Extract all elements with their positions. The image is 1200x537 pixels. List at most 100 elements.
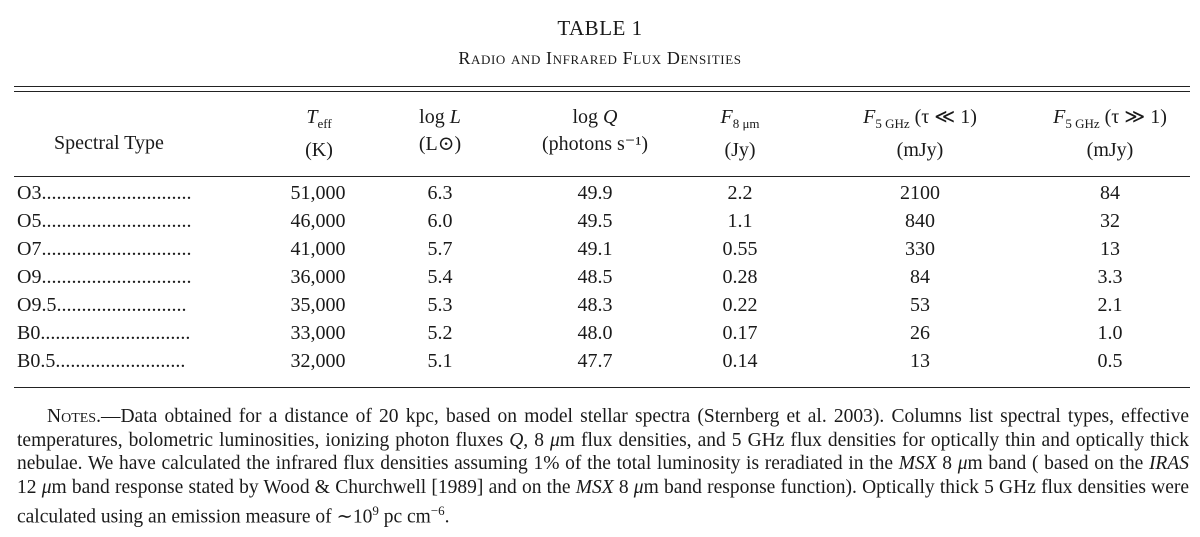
cell-f8: 2.2 <box>727 182 753 204</box>
cell-logl: 6.0 <box>427 210 453 232</box>
cell-logq: 47.7 <box>577 350 613 372</box>
table-row: O7.............................. 41,000 … <box>0 238 1200 266</box>
cell-teff: 51,000 <box>290 182 346 204</box>
table-number: TABLE 1 <box>557 16 643 40</box>
f5-thick-unit: (mJy) <box>1086 139 1134 161</box>
f5-thick-subscript: 5 GHz <box>1065 116 1100 131</box>
f5-thin-subscript: 5 GHz <box>875 116 910 131</box>
table-title: Radio and Infrared Flux Densities <box>458 48 742 68</box>
header-logl: log L (L⊙) <box>395 104 485 158</box>
notes-mu-symbol: μ <box>957 453 968 475</box>
cell-f5-thin: 13 <box>910 350 930 372</box>
cell-f5-thin: 26 <box>910 322 930 344</box>
cell-f8: 0.17 <box>722 322 758 344</box>
cell-logq: 48.3 <box>577 294 613 316</box>
cell-logl: 5.2 <box>427 322 453 344</box>
cell-logq: 48.5 <box>577 266 613 288</box>
cell-teff: 41,000 <box>290 238 346 260</box>
notes-text: , 8 <box>523 429 550 451</box>
f5-thin-condition: (τ ≪ 1) <box>909 106 977 128</box>
cell-logq: 48.0 <box>577 322 613 344</box>
notes-exponent: −6 <box>430 503 445 519</box>
cell-f5-thick: 0.5 <box>1097 350 1123 372</box>
table-row: O9.5.......................... 35,000 5.… <box>0 294 1200 322</box>
cell-f5-thick: 32 <box>1100 210 1120 232</box>
cell-f8: 0.55 <box>722 238 758 260</box>
f8-symbol: F <box>720 106 733 128</box>
notes-text: m band response stated by Wood & Churchw… <box>51 476 576 498</box>
notes-dash: — <box>100 406 121 427</box>
logl-prefix: log <box>419 106 450 128</box>
cell-f5-thick: 2.1 <box>1097 294 1123 316</box>
notes-exponent: 9 <box>372 503 379 519</box>
cell-f5-thin: 330 <box>905 238 935 260</box>
cell-spectral-type: B0.............................. <box>17 322 191 344</box>
logl-symbol: L <box>449 106 461 128</box>
cell-f8: 0.14 <box>722 350 758 372</box>
cell-logl: 5.4 <box>427 266 453 288</box>
cell-spectral-type: O7.............................. <box>17 238 192 260</box>
notes-mu-symbol: μ <box>633 476 644 498</box>
notes-text: m flux densities, and 5 GHz flux densiti… <box>17 429 1189 475</box>
table-row: O3.............................. 51,000 … <box>0 182 1200 210</box>
table-row: B0.............................. 33,000 … <box>0 322 1200 350</box>
f5-thick-symbol: F <box>1053 106 1066 128</box>
header-f5-thin: F5 GHz (τ ≪ 1) (mJy) <box>830 104 1010 164</box>
notes-text: . <box>444 506 450 528</box>
cell-f5-thin: 2100 <box>900 182 940 204</box>
cell-f5-thin: 84 <box>910 266 930 288</box>
notes-text: 8 <box>936 453 958 475</box>
cell-spectral-type: O9.5.......................... <box>17 294 187 316</box>
header-teff: Teff (K) <box>276 104 362 164</box>
cell-logq: 49.9 <box>577 182 613 204</box>
header-logq: log Q (photons s⁻¹) <box>520 104 670 158</box>
logq-symbol: Q <box>603 106 618 128</box>
table-row: B0.5.......................... 32,000 5.… <box>0 350 1200 378</box>
cell-f8: 0.22 <box>722 294 758 316</box>
cell-f8: 0.28 <box>722 266 758 288</box>
cell-logl: 5.1 <box>427 350 453 372</box>
top-rule-2 <box>14 91 1190 92</box>
cell-spectral-type: O3.............................. <box>17 182 192 204</box>
notes-msx: MSX <box>898 453 937 475</box>
f5-thin-symbol: F <box>863 106 876 128</box>
table-row: O5.............................. 46,000 … <box>0 210 1200 238</box>
cell-teff: 33,000 <box>290 322 346 344</box>
cell-teff: 46,000 <box>290 210 346 232</box>
logq-unit: (photons s⁻¹) <box>542 133 648 155</box>
cell-teff: 35,000 <box>290 294 346 316</box>
notes-q-symbol: Q <box>509 429 524 451</box>
cell-f5-thick: 1.0 <box>1097 322 1123 344</box>
header-f5-thick: F5 GHz (τ ≫ 1) (mJy) <box>1020 104 1200 164</box>
notes-text: m band response function). Optically thi… <box>17 476 1190 528</box>
cell-spectral-type: O9.............................. <box>17 266 192 288</box>
cell-teff: 36,000 <box>290 266 346 288</box>
teff-unit: (K) <box>305 139 333 161</box>
notes-text: pc cm <box>378 506 431 528</box>
f8-subscript: 8 μm <box>732 116 760 131</box>
cell-f5-thin: 840 <box>905 210 935 232</box>
top-rule-1 <box>14 86 1190 87</box>
header-f8: F8 μm (Jy) <box>700 104 780 164</box>
notes-text: 8 <box>613 476 634 498</box>
table-row: O9.............................. 36,000 … <box>0 266 1200 294</box>
cell-logq: 49.5 <box>577 210 613 232</box>
cell-f5-thick: 3.3 <box>1097 266 1123 288</box>
notes-label: Notes. <box>47 406 101 427</box>
logl-unit: (L⊙) <box>418 133 462 155</box>
header-rule <box>14 176 1190 177</box>
notes-msx: MSX <box>575 476 614 498</box>
table-notes: Notes.—Data obtained for a distance of 2… <box>17 405 1189 529</box>
teff-subscript: eff <box>317 116 332 131</box>
cell-logl: 5.3 <box>427 294 453 316</box>
cell-f8: 1.1 <box>727 210 753 232</box>
cell-logl: 5.7 <box>427 238 453 260</box>
f5-thick-condition: (τ ≫ 1) <box>1099 106 1167 128</box>
notes-text: Data obtained for a distance of 20 kpc, … <box>17 406 1189 451</box>
notes-mu-symbol: μ <box>550 429 560 451</box>
logq-prefix: log <box>572 106 604 128</box>
cell-logl: 6.3 <box>427 182 453 204</box>
cell-f5-thick: 13 <box>1100 238 1120 260</box>
cell-f5-thin: 53 <box>910 294 930 316</box>
f8-unit: (Jy) <box>724 139 756 161</box>
